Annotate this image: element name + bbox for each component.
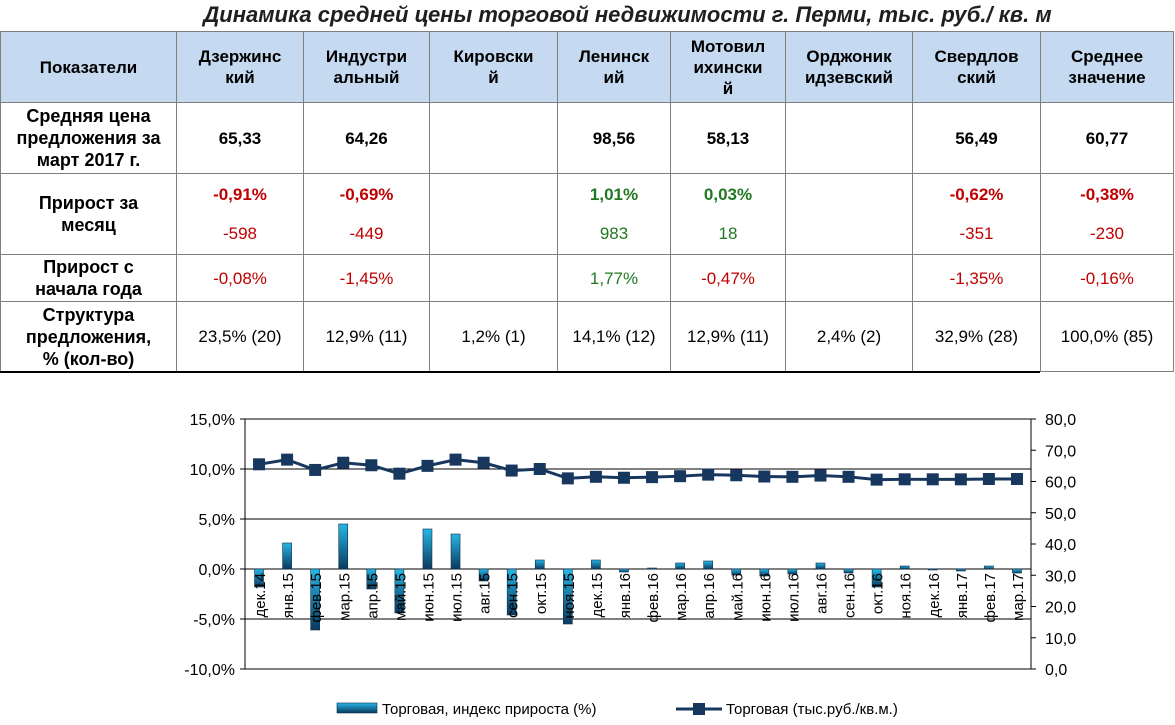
bar [816,563,825,569]
bar [956,569,965,571]
line-marker [309,464,321,476]
x-tick-label: июн.15 [420,573,437,622]
x-tick-label: окт.15 [533,573,550,614]
x-tick-label: май.16 [729,573,746,621]
line-marker [1011,473,1023,485]
line-marker [674,470,686,482]
bar [423,529,432,569]
x-tick-label: дек.15 [589,573,606,618]
bar [928,569,937,570]
line-marker [337,457,349,469]
x-tick-label: фев.17 [982,573,999,623]
line-marker [730,469,742,481]
line-marker [871,474,883,486]
x-tick-label: апр.15 [364,573,381,619]
x-tick-label: авг.16 [813,573,830,614]
x-tick-label: янв.17 [954,573,971,618]
x-tick-label: мар.17 [1010,573,1027,621]
line-marker [365,459,377,471]
line-marker [955,473,967,485]
y-right-tick-label: 80,0 [1045,412,1076,429]
bar [451,534,460,569]
x-tick-label: май.15 [392,573,409,621]
x-tick-label: фев.15 [308,573,325,623]
line-marker [421,460,433,472]
line-marker [843,471,855,483]
x-tick-label: дек.16 [926,573,943,618]
x-tick-label: мар.15 [336,573,353,621]
y-left-tick-label: 10,0% [190,462,235,479]
bar [676,563,685,569]
line-marker [450,454,462,466]
y-right-tick-label: 40,0 [1045,537,1076,554]
y-right-tick-label: 70,0 [1045,443,1076,460]
bar [844,569,853,573]
x-tick-label: июл.16 [785,573,802,622]
x-tick-label: ноя.15 [561,573,578,619]
line-marker [899,473,911,485]
y-right-tick-label: 30,0 [1045,568,1076,585]
y-left-tick-label: -10,0% [184,662,235,679]
y-left-tick-label: 5,0% [199,512,235,529]
bar [900,566,909,569]
y-right-tick-label: 60,0 [1045,475,1076,492]
line-marker [478,457,490,469]
price-dynamics-chart: дек.14 янв.15 фев.15 мар.15 апр.15 май.15 июн.… [0,0,1175,725]
line-marker [562,472,574,484]
legend-bar-label: Торговая, индекс прироста (%) [382,701,596,718]
y-left-tick-label: -5,0% [193,612,235,629]
line-marker [506,465,518,477]
x-tick-label: ноя.16 [898,573,915,619]
x-tick-label: июл.15 [449,573,466,622]
line-marker [702,469,714,481]
legend-line-label: Торговая (тыс.руб./кв.м.) [726,701,898,718]
x-tick-label: янв.15 [280,573,297,618]
x-tick-label: янв.16 [617,573,634,618]
bar [339,524,348,569]
line-marker [534,463,546,475]
line-marker [814,470,826,482]
bar [984,566,993,569]
bar [704,561,713,569]
line-marker [758,471,770,483]
y-left-tick-label: 15,0% [190,412,235,429]
line-marker [618,472,630,484]
y-right-tick-label: 20,0 [1045,600,1076,617]
x-tick-label: окт.16 [870,573,887,614]
y-left-tick-label: 0,0% [199,562,235,579]
line-marker [927,473,939,485]
line-marker [393,468,405,480]
x-tick-label: сен.16 [842,573,859,618]
x-tick-label: авг.15 [477,573,494,614]
y-right-tick-label: 10,0 [1045,631,1076,648]
line-marker [983,473,995,485]
x-tick-label: апр.16 [701,573,718,619]
bar [619,569,628,572]
x-tick-label: фев.16 [645,573,662,623]
line-marker [253,458,265,470]
x-tick-label: июн.16 [757,573,774,622]
x-tick-label: мар.16 [673,573,690,621]
line-marker [281,454,293,466]
legend-line-marker [693,703,705,715]
line-marker [786,471,798,483]
legend-bar-swatch [337,703,377,713]
bar [1012,569,1021,573]
bar [283,543,292,569]
bar [648,568,657,569]
y-right-tick-label: 0,0 [1045,662,1067,679]
bar [591,560,600,569]
line-marker [590,471,602,483]
x-tick-label: сен.15 [505,573,522,618]
y-right-tick-label: 50,0 [1045,506,1076,523]
x-tick-label: дек.14 [252,573,269,618]
bar [535,560,544,569]
line-marker [646,471,658,483]
